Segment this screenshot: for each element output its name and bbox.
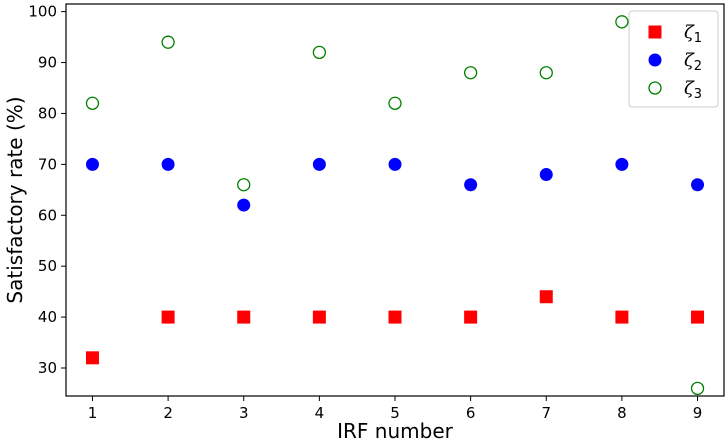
series-1-point xyxy=(237,310,251,324)
series-1-point xyxy=(312,310,326,324)
series-2-point xyxy=(388,157,402,171)
legend-marker-2 xyxy=(648,53,662,67)
y-axis-title: Satisfactory rate (%) xyxy=(3,96,27,303)
series-3-point xyxy=(690,381,705,396)
x-tick-label: 7 xyxy=(541,404,551,422)
series-2-point xyxy=(691,178,705,192)
y-axis-ticks: 30 40 50 60 70 80 90 100 xyxy=(28,3,66,377)
series-3-point xyxy=(312,45,327,60)
series-1-point xyxy=(161,310,175,324)
x-axis-title: IRF number xyxy=(337,419,453,443)
x-tick-label: 4 xyxy=(315,404,325,422)
series-1-point xyxy=(691,310,705,324)
series-3-point xyxy=(539,66,553,80)
series-1-point xyxy=(539,290,553,304)
y-tick-label: 90 xyxy=(38,54,57,72)
series-3-point xyxy=(615,15,629,29)
series-3-point xyxy=(463,66,478,80)
y-tick-label: 40 xyxy=(38,308,57,326)
y-tick-label: 70 xyxy=(38,155,57,173)
series-1-point xyxy=(388,310,402,324)
series-3-point xyxy=(237,178,251,192)
series-1-point xyxy=(615,310,629,324)
series-2-point xyxy=(237,198,251,212)
series-2-point xyxy=(615,157,629,171)
series-2-point xyxy=(312,157,326,171)
x-tick-label: 3 xyxy=(239,404,249,422)
data-marks xyxy=(85,15,705,396)
series-1-point xyxy=(464,310,478,324)
x-axis-ticks: 1 2 3 4 5 6 7 8 9 xyxy=(88,396,703,422)
series-3-point xyxy=(161,35,175,49)
x-tick-label: 6 xyxy=(466,404,476,422)
series-2-point xyxy=(464,178,478,192)
y-tick-label: 80 xyxy=(38,104,57,122)
series-2-point xyxy=(161,157,175,171)
x-tick-label: 2 xyxy=(163,404,173,422)
series-3-point xyxy=(85,96,100,110)
x-tick-label: 8 xyxy=(617,404,627,422)
series-3-point xyxy=(388,96,402,110)
y-tick-label: 100 xyxy=(28,3,57,21)
series-2-point xyxy=(539,168,553,182)
legend-box xyxy=(628,10,719,108)
series-2-point xyxy=(85,157,99,171)
series-1-point xyxy=(85,351,99,365)
legend-marker-3 xyxy=(648,81,662,95)
y-tick-label: 30 xyxy=(38,359,57,377)
y-tick-label: 60 xyxy=(38,206,57,224)
legend-marker-1 xyxy=(648,25,662,39)
x-tick-label: 1 xyxy=(88,404,98,422)
x-tick-label: 5 xyxy=(390,404,400,422)
plot-area xyxy=(66,4,724,396)
y-tick-label: 50 xyxy=(38,257,57,275)
x-tick-label: 9 xyxy=(693,404,703,422)
